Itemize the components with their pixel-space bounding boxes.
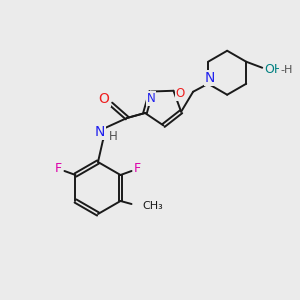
Text: O: O — [99, 92, 110, 106]
Text: N: N — [95, 125, 105, 139]
Text: OH: OH — [265, 63, 284, 76]
Text: -H: -H — [280, 65, 292, 75]
Text: H: H — [109, 130, 117, 142]
Text: N: N — [147, 92, 155, 105]
Text: CH₃: CH₃ — [142, 201, 163, 211]
Text: F: F — [134, 163, 141, 176]
Text: N: N — [205, 71, 215, 85]
Text: F: F — [55, 163, 62, 176]
Text: O: O — [176, 87, 185, 100]
